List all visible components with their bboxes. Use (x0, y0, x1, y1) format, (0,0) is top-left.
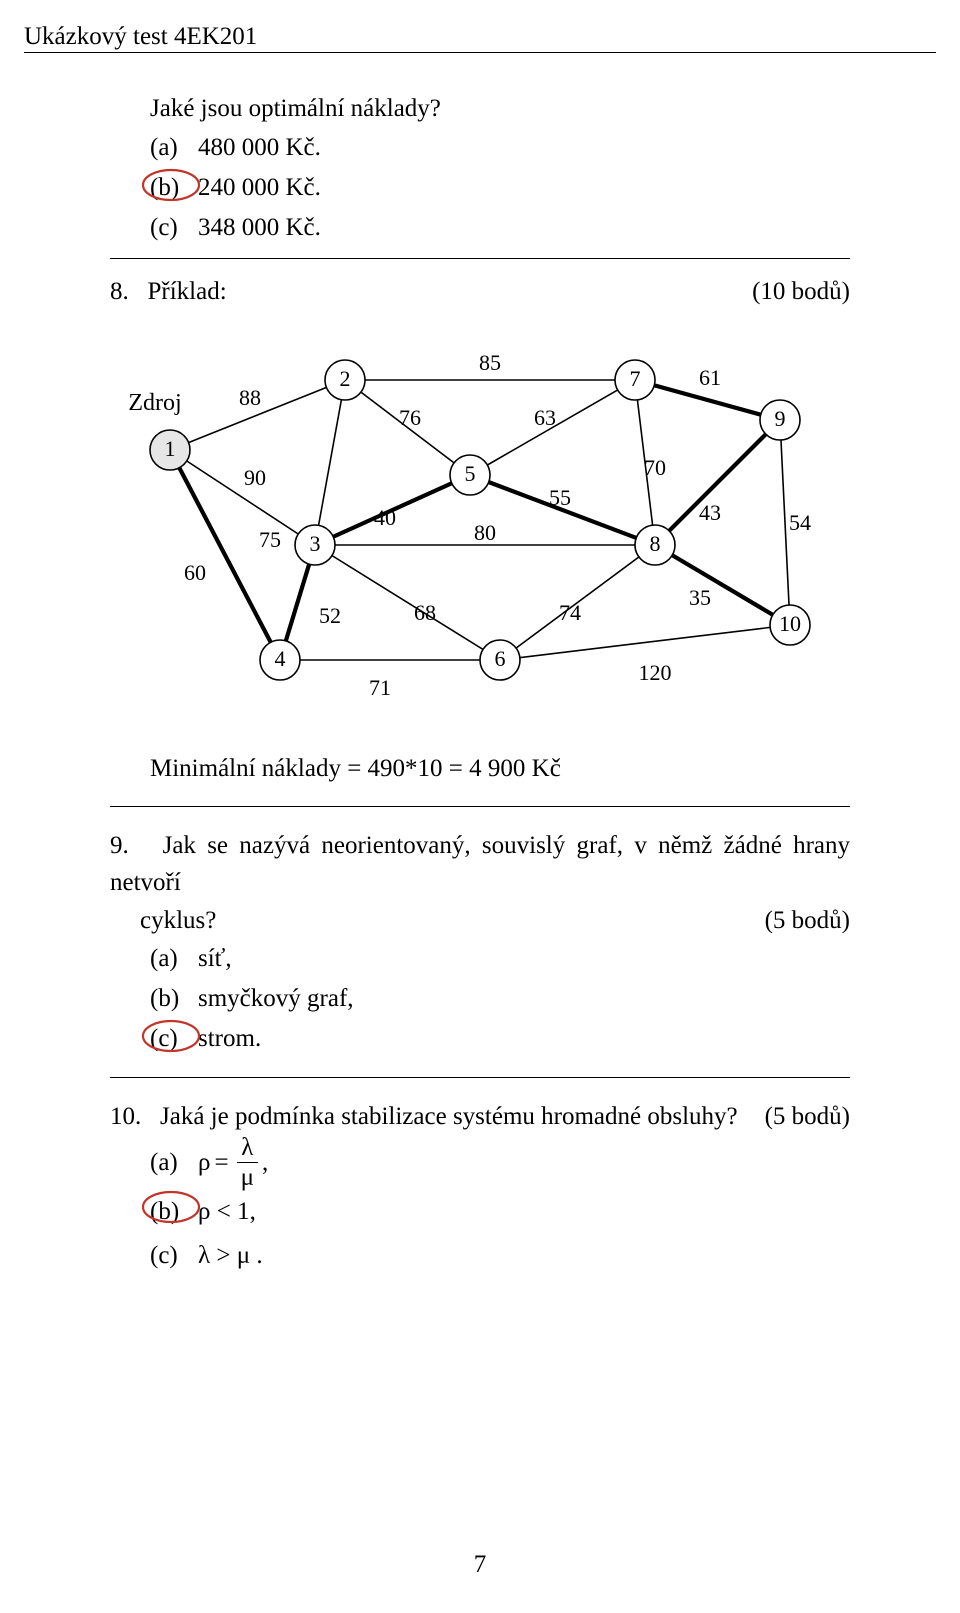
page-number: 7 (0, 1546, 960, 1584)
option-c-expr: λ > μ . (198, 1237, 263, 1275)
option-b-text: 240 000 Kč. (198, 169, 321, 207)
rho-symbol: ρ (198, 1144, 210, 1182)
option-b-expr: ρ < 1, (198, 1193, 256, 1231)
answer-circle-icon (140, 1017, 202, 1055)
svg-text:61: 61 (699, 365, 721, 390)
svg-text:40: 40 (374, 505, 396, 530)
q9-option-a: (a) síť, (150, 939, 850, 979)
option-a-text: 480 000 Kč. (198, 129, 321, 167)
svg-text:8: 8 (650, 531, 661, 556)
running-header: Ukázkový test 4EK201 (24, 18, 257, 56)
svg-text:55: 55 (549, 485, 571, 510)
q9-line1: 9. Jak se nazývá neorientovaný, souvislý… (110, 827, 850, 902)
svg-text:60: 60 (184, 560, 206, 585)
svg-text:Zdroj: Zdroj (128, 390, 181, 416)
answer-circle-icon (140, 1188, 202, 1226)
q8-header: 8. Příklad: (10 bodů) (110, 273, 850, 311)
lambda-symbol: λ (237, 1135, 257, 1160)
q10-text: Jaká je podmínka stabilizace systému hro… (160, 1103, 738, 1130)
svg-text:10: 10 (779, 611, 801, 636)
option-c-text: 348 000 Kč. (198, 209, 321, 247)
q9-line2: cyklus? (5 bodů) (140, 902, 850, 940)
option-b-text: smyčkový graf, (198, 980, 354, 1018)
svg-text:120: 120 (639, 660, 672, 685)
q8-title: Příklad: (148, 278, 227, 305)
option-c-label: (c) (150, 1237, 198, 1275)
svg-text:35: 35 (689, 585, 711, 610)
svg-text:3: 3 (310, 531, 321, 556)
option-c-row: (c) 348 000 Kč. (150, 208, 850, 248)
q10-header: 10. Jaká je podmínka stabilizace systému… (110, 1098, 850, 1136)
q10-option-c: (c) λ > μ . (150, 1234, 850, 1278)
q9-text2: cyklus? (140, 902, 216, 940)
option-a-label: (a) (150, 940, 198, 978)
fraction-bar (237, 1162, 258, 1163)
svg-text:76: 76 (399, 405, 421, 430)
svg-text:2: 2 (340, 366, 351, 391)
q9-option-c: (c) strom. (150, 1019, 850, 1059)
q9-number: 9. (110, 832, 129, 859)
svg-text:75: 75 (259, 527, 281, 552)
option-c-label: (c) (150, 209, 198, 247)
svg-text:88: 88 (239, 385, 261, 410)
q8-result: Minimální náklady = 490*10 = 4 900 Kč (150, 750, 850, 788)
svg-text:85: 85 (479, 350, 501, 375)
q9-option-b: (b) smyčkový graf, (150, 979, 850, 1019)
q8-points: (10 bodů) (752, 273, 850, 311)
svg-text:52: 52 (319, 603, 341, 628)
svg-text:7: 7 (630, 366, 641, 391)
q7-prompt: Jaké jsou optimální náklady? (150, 90, 850, 128)
svg-text:71: 71 (369, 675, 391, 700)
q10-number: 10. (110, 1103, 141, 1130)
svg-text:54: 54 (789, 510, 811, 535)
svg-text:43: 43 (699, 500, 721, 525)
svg-text:9: 9 (775, 406, 786, 431)
svg-text:1: 1 (165, 436, 176, 461)
svg-text:90: 90 (244, 465, 266, 490)
q10-option-b: (b) ρ < 1, (150, 1190, 850, 1234)
svg-text:70: 70 (644, 455, 666, 480)
q8-graph: 8890607576855240688063557174120706143355… (100, 320, 840, 740)
svg-text:5: 5 (465, 461, 476, 486)
svg-text:68: 68 (414, 600, 436, 625)
option-a-label: (a) (150, 129, 198, 167)
divider (110, 1077, 850, 1078)
comma: , (262, 1144, 268, 1182)
divider (110, 258, 850, 259)
q9-points: (5 bodů) (765, 902, 850, 940)
divider (110, 806, 850, 807)
equals-symbol: = (214, 1144, 228, 1182)
mu-symbol: μ (237, 1165, 258, 1190)
option-c-text: strom. (198, 1020, 261, 1058)
option-b-row: (b) 240 000 Kč. (150, 168, 850, 208)
svg-text:4: 4 (275, 646, 286, 671)
option-b-label: (b) (150, 980, 198, 1018)
answer-circle-icon (140, 166, 202, 204)
q10-option-a: (a) ρ = λ μ , (150, 1136, 850, 1190)
svg-text:74: 74 (559, 600, 581, 625)
q8-number: 8. (110, 278, 129, 305)
fraction: λ μ (237, 1135, 258, 1190)
option-a-label: (a) (150, 1144, 198, 1182)
option-a-row: (a) 480 000 Kč. (150, 128, 850, 168)
svg-text:63: 63 (534, 405, 556, 430)
q10-points: (5 bodů) (765, 1098, 850, 1136)
header-rule (24, 52, 936, 53)
svg-text:80: 80 (474, 520, 496, 545)
q9-text1: Jak se nazývá neorientovaný, souvislý gr… (110, 832, 850, 897)
svg-text:6: 6 (495, 646, 506, 671)
option-a-text: síť, (198, 940, 232, 978)
